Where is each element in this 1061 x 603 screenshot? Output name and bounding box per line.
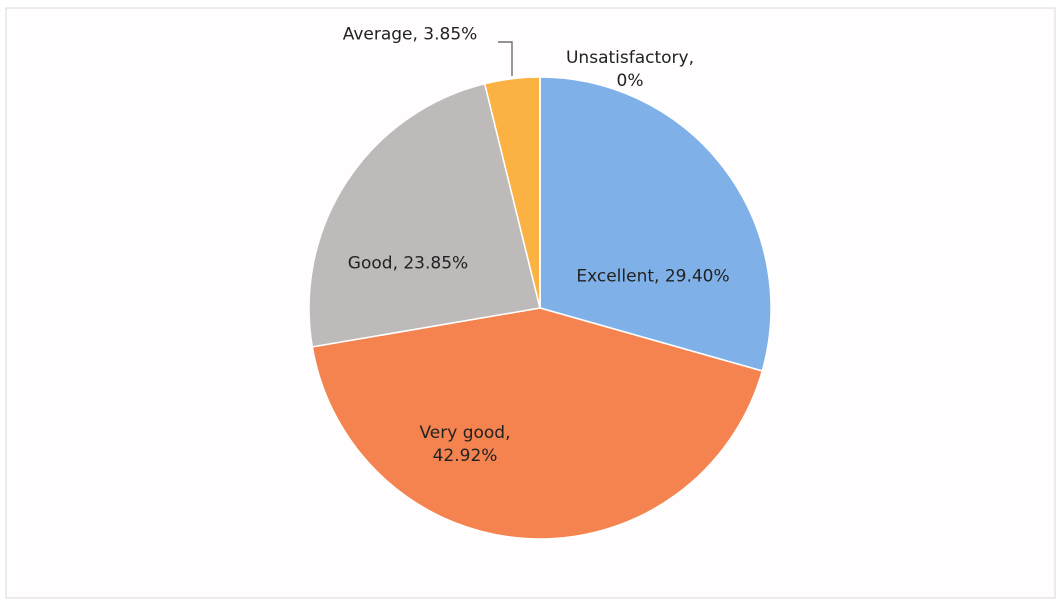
data-label: Excellent, 29.40% (576, 266, 730, 287)
pie-slice (308, 82, 541, 348)
data-label: Average, 3.85% (342, 24, 478, 45)
data-label: Very good, 42.92% (419, 423, 511, 466)
data-label: Good, 23.85% (347, 253, 469, 274)
leader-line (498, 41, 513, 76)
pie-slice (311, 307, 764, 540)
pie-slice (539, 76, 772, 372)
data-label: Unsatisfactory, 0% (565, 48, 695, 91)
